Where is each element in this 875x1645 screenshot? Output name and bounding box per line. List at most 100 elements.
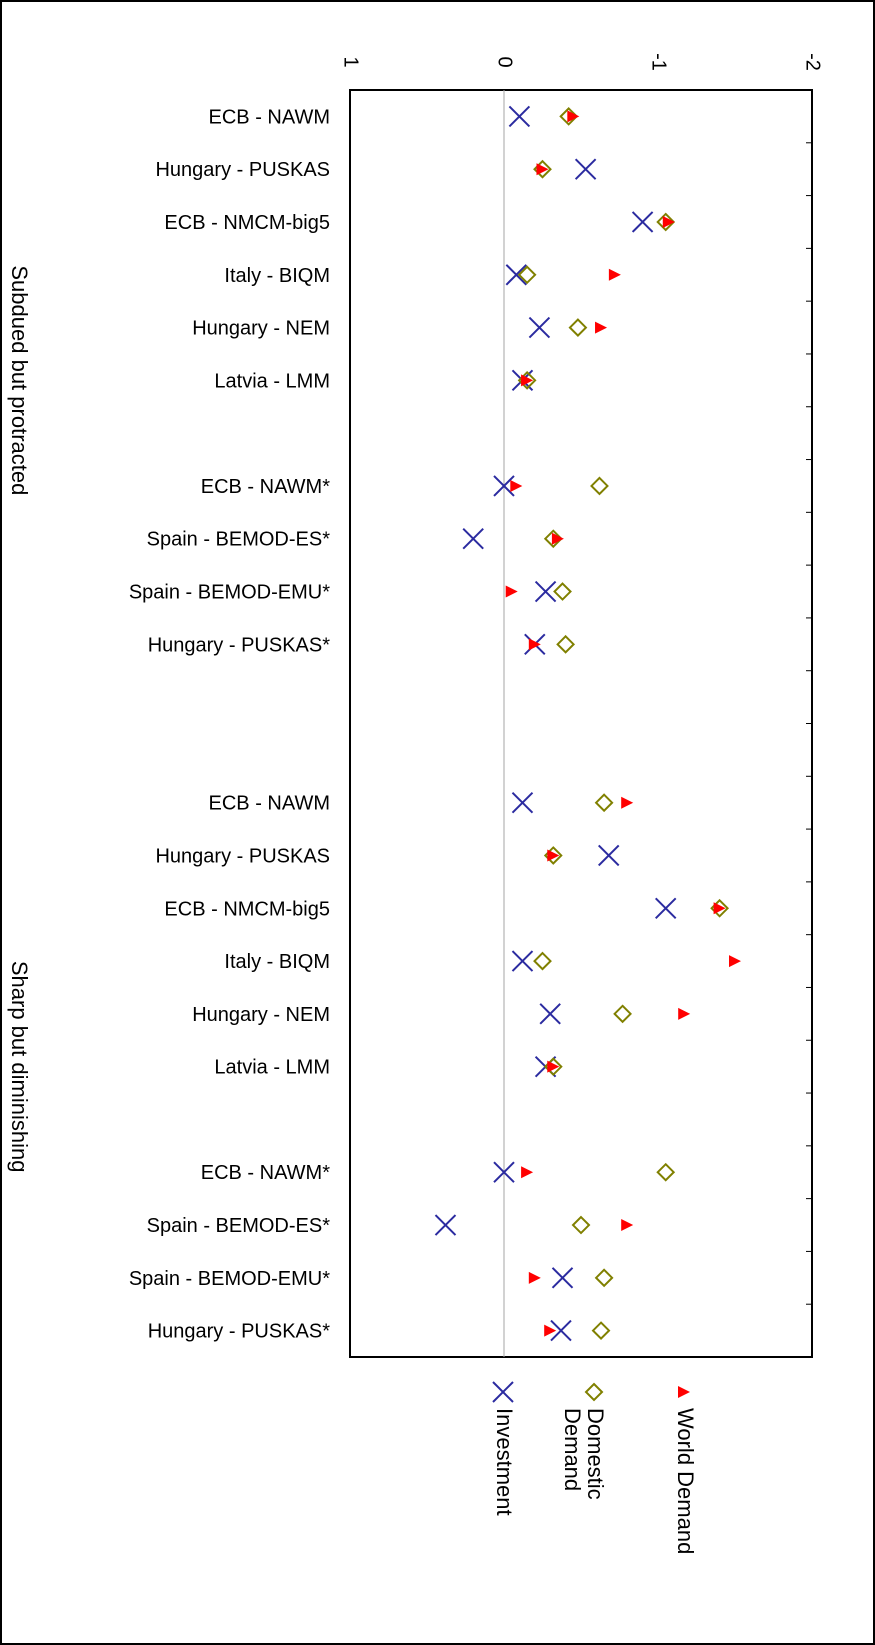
investment-point bbox=[631, 211, 654, 233]
x-stroke bbox=[508, 105, 531, 128]
world-demand-point bbox=[567, 110, 580, 123]
category-label: Hungary - PUSKAS* bbox=[148, 1321, 331, 1343]
legend-label-line: Domestic bbox=[583, 1408, 608, 1500]
domestic-demand-point bbox=[568, 318, 588, 337]
legend-label-line: Demand bbox=[560, 1408, 585, 1491]
domestic-demand-point bbox=[656, 212, 676, 232]
group-label: Subdued but protracted bbox=[7, 265, 32, 495]
legend-label: Investment bbox=[492, 1408, 517, 1516]
world-demand-point bbox=[608, 268, 621, 281]
legend-investment-marker bbox=[492, 1381, 514, 1403]
category-label: Spain - BEMOD-EMU* bbox=[129, 582, 330, 604]
category-label: Hungary - PUSKAS* bbox=[148, 634, 331, 656]
category-label: Latvia - LMM bbox=[214, 1057, 330, 1079]
world-demand-point bbox=[547, 849, 560, 862]
value-tick-label: 0 bbox=[494, 56, 516, 67]
value-tick-label: 1 bbox=[340, 56, 362, 67]
x-stroke bbox=[492, 1381, 514, 1403]
x-stroke bbox=[551, 1267, 574, 1289]
investment-point bbox=[462, 528, 484, 550]
domestic-demand-point bbox=[571, 1215, 591, 1235]
x-stroke bbox=[574, 158, 597, 180]
investment-point bbox=[550, 1319, 572, 1342]
x-stroke bbox=[434, 1214, 457, 1236]
x-stroke bbox=[534, 580, 557, 603]
x-stroke bbox=[550, 1319, 572, 1342]
group-labels: Subdued but protracted Sharp but diminish… bbox=[7, 265, 32, 1172]
legend-label: World Demand bbox=[673, 1408, 698, 1554]
investment-point bbox=[539, 1003, 561, 1025]
category-label: ECB - NAWM* bbox=[201, 1162, 330, 1184]
axis-tick-labels: -2 -1 0 1 bbox=[340, 53, 824, 71]
domestic-demand-point bbox=[594, 793, 614, 813]
domestic-demand-point bbox=[533, 951, 552, 971]
category-label: Hungary - PUSKAS bbox=[155, 159, 330, 181]
investment-point bbox=[598, 844, 620, 867]
domestic-demand-point bbox=[656, 1162, 676, 1182]
domestic-demand-point bbox=[517, 265, 537, 285]
x-stroke bbox=[493, 1161, 515, 1183]
world-demand-point bbox=[521, 374, 534, 387]
category-label: Spain - BEMOD-ES* bbox=[147, 1215, 331, 1237]
domestic-demand-point bbox=[591, 1321, 611, 1341]
x-stroke bbox=[598, 844, 620, 867]
x-stroke bbox=[493, 475, 515, 497]
world-demand-point bbox=[528, 638, 541, 651]
world-demand-point bbox=[547, 1060, 560, 1073]
category-label: Hungary - PUSKAS bbox=[155, 845, 330, 867]
data-markers bbox=[434, 105, 741, 1342]
category-label: Hungary - NEM bbox=[192, 318, 330, 340]
x-stroke bbox=[528, 316, 551, 339]
x-stroke bbox=[505, 264, 528, 286]
category-label: ECB - NMCM-big5 bbox=[164, 898, 330, 920]
category-label: ECB - NMCM-big5 bbox=[164, 212, 330, 234]
world-demand-point bbox=[621, 1219, 634, 1232]
category-label: Spain - BEMOD-EMU* bbox=[129, 1268, 330, 1290]
category-label: Italy - BIQM bbox=[224, 951, 330, 973]
world-demand-point bbox=[528, 1271, 541, 1284]
world-demand-point bbox=[729, 955, 741, 968]
domestic-demand-point bbox=[556, 634, 576, 654]
investment-point bbox=[574, 158, 597, 180]
investment-point bbox=[528, 316, 551, 339]
category-label: Italy - BIQM bbox=[224, 265, 330, 287]
domestic-demand-point bbox=[590, 476, 609, 496]
legend: World Demand DomesticDemand Investment bbox=[492, 1381, 698, 1554]
legend-label: DomesticDemand bbox=[560, 1408, 608, 1500]
x-stroke bbox=[511, 950, 534, 972]
world-demand-point bbox=[544, 1324, 557, 1337]
category-label: Hungary - NEM bbox=[192, 1004, 330, 1026]
value-tick-label: -1 bbox=[648, 53, 670, 71]
domestic-demand-point bbox=[553, 582, 572, 601]
investment-point bbox=[493, 1161, 515, 1183]
world-demand-point bbox=[536, 163, 549, 176]
category-label: ECB - NAWM* bbox=[201, 476, 330, 498]
investment-point bbox=[534, 580, 557, 603]
legend-world-demand-marker bbox=[678, 1386, 690, 1398]
world-demand-point bbox=[678, 1007, 691, 1020]
category-label: Spain - BEMOD-ES* bbox=[147, 529, 331, 551]
x-stroke bbox=[511, 791, 534, 814]
world-demand-point bbox=[505, 585, 518, 598]
investment-point bbox=[654, 897, 677, 919]
investment-point bbox=[493, 475, 515, 497]
category-labels: ECB - NAWM Hungary - PUSKAS ECB - NMCM-big… bbox=[129, 106, 330, 1342]
domestic-demand-point bbox=[613, 1004, 632, 1024]
category-label: Latvia - LMM bbox=[214, 370, 330, 392]
world-demand-point bbox=[713, 902, 726, 915]
axis-ticks bbox=[806, 89, 812, 1358]
domestic-demand-point bbox=[543, 529, 563, 549]
category-label: ECB - NAWM bbox=[209, 106, 330, 128]
world-demand-point bbox=[551, 532, 564, 545]
x-stroke bbox=[654, 897, 677, 919]
investment-point bbox=[508, 105, 531, 128]
investment-point bbox=[511, 950, 534, 972]
value-tick-label: -2 bbox=[802, 53, 824, 71]
world-demand-point bbox=[621, 796, 634, 809]
x-stroke bbox=[631, 211, 654, 233]
x-stroke bbox=[539, 1003, 561, 1025]
world-demand-point bbox=[521, 1166, 534, 1179]
world-demand-point bbox=[510, 479, 523, 492]
